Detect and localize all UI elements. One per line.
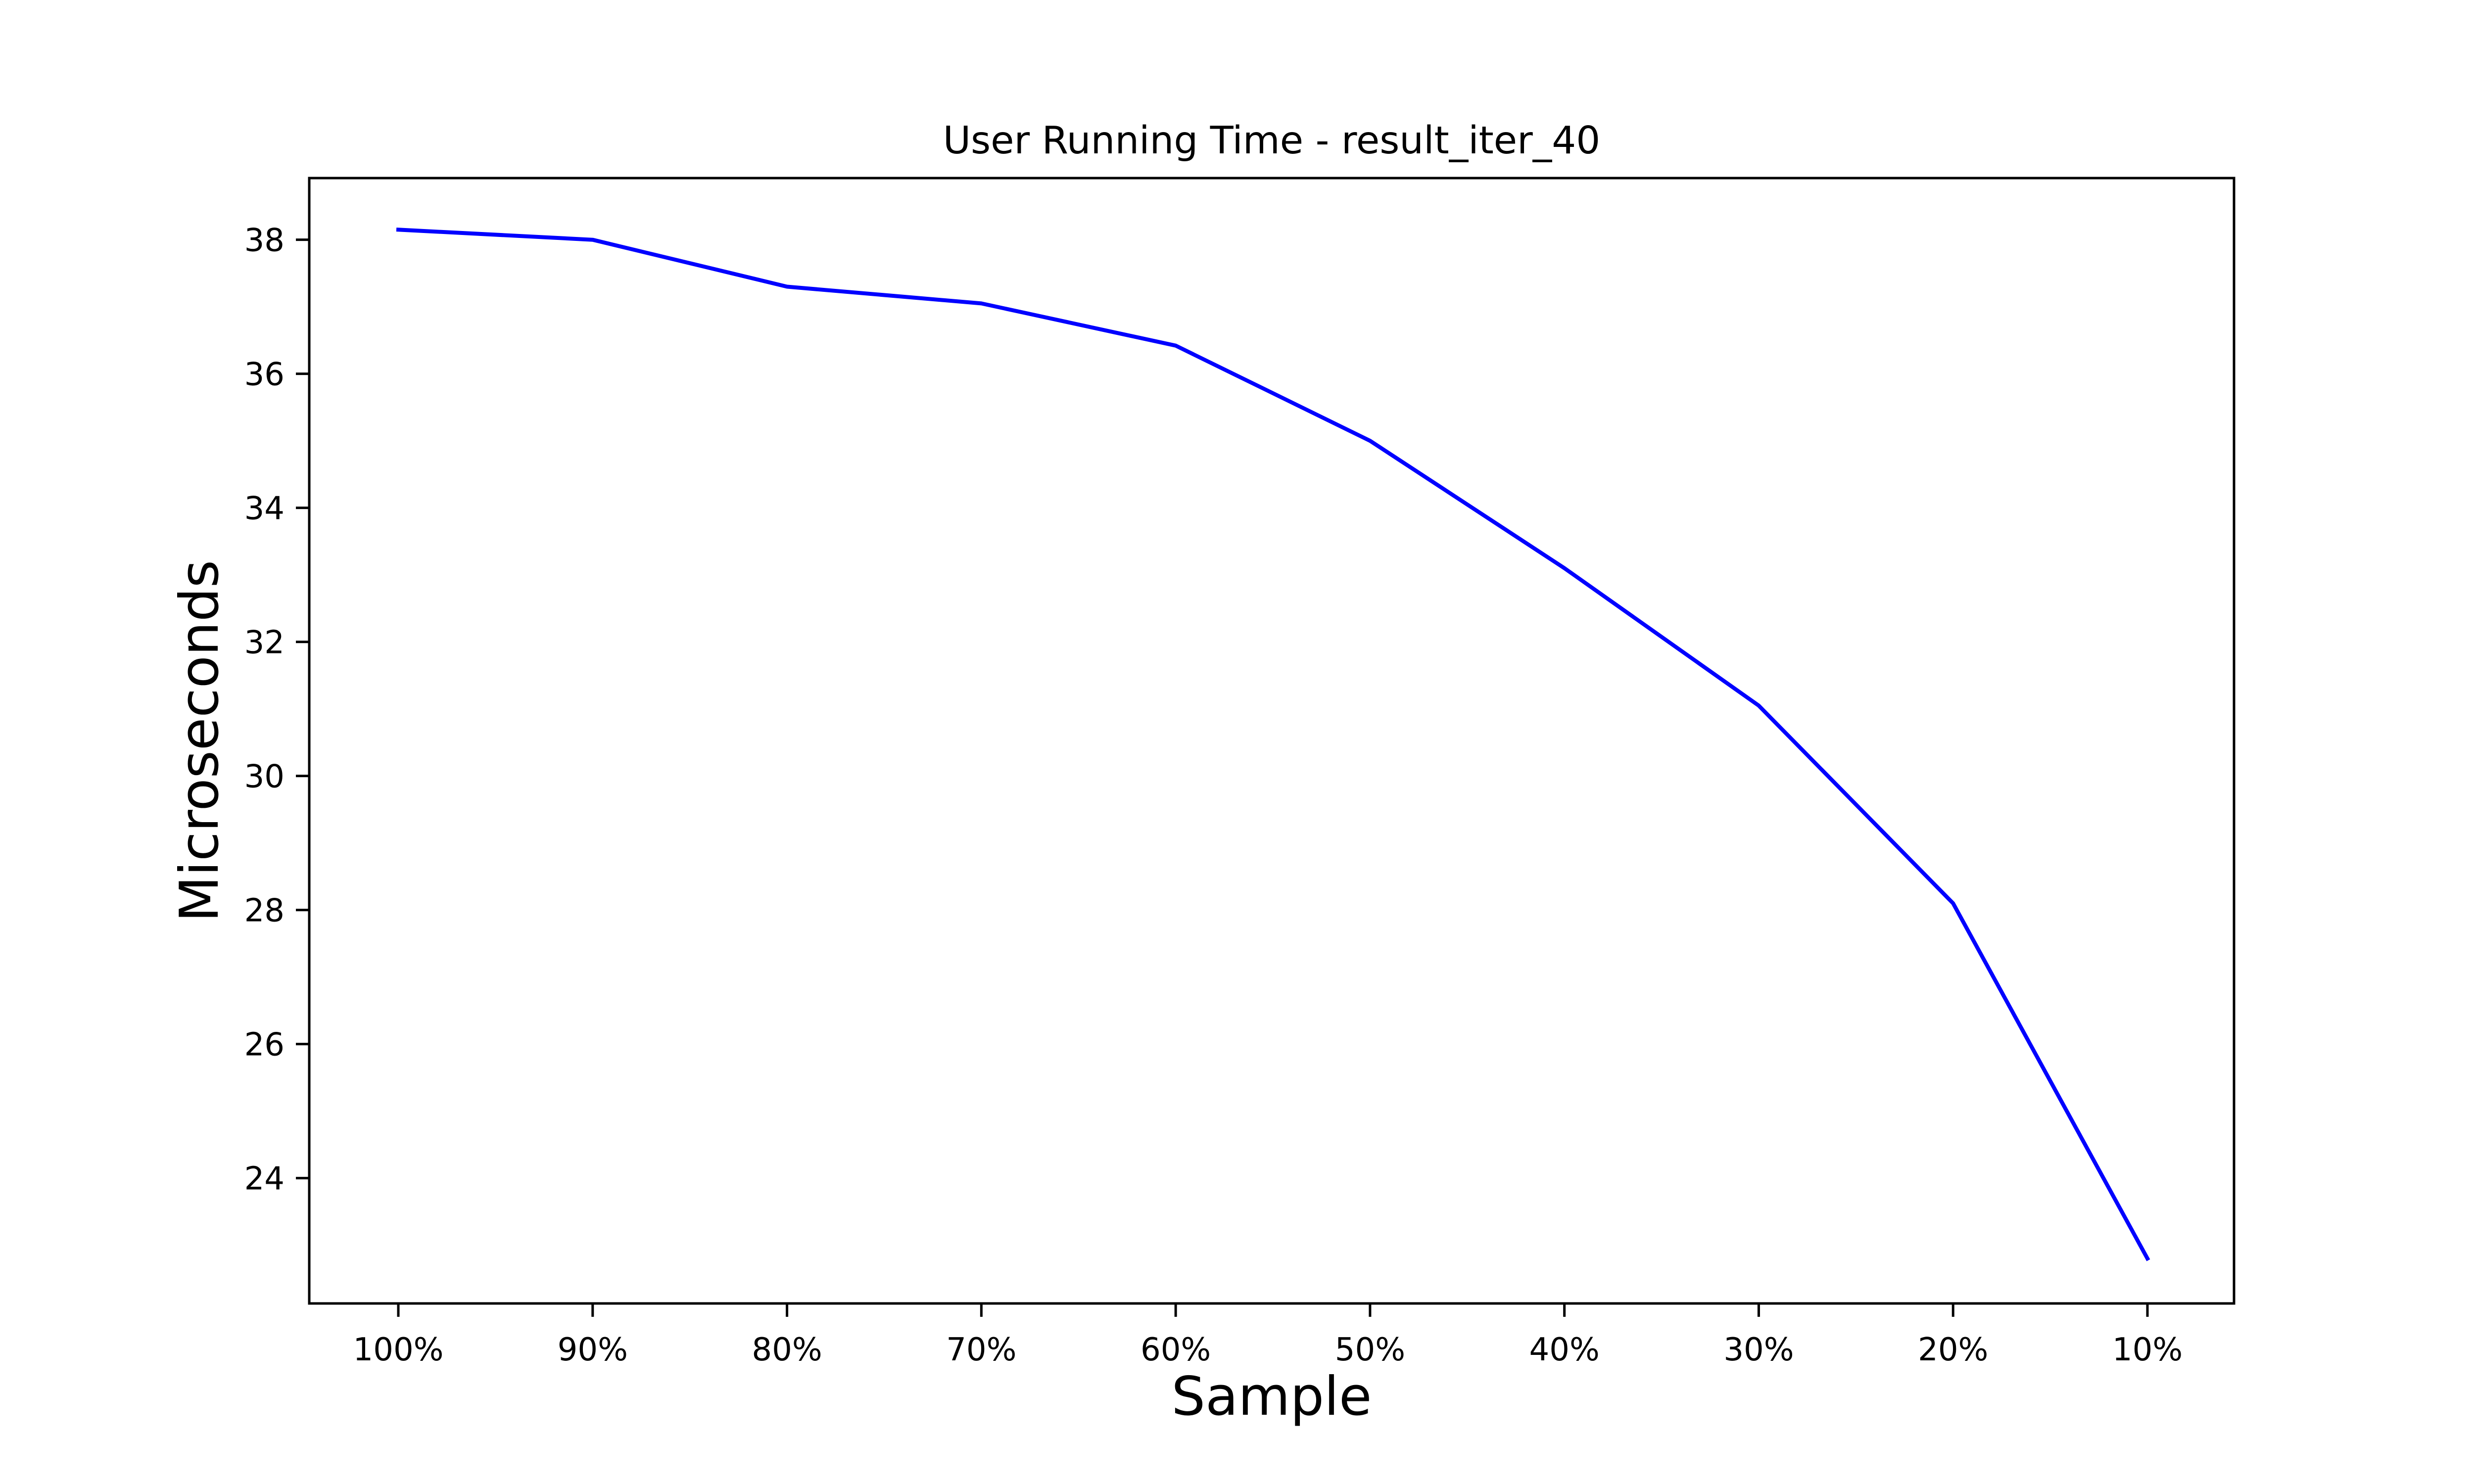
y-tick-label: 34: [244, 491, 285, 527]
x-tick-label: 20%: [1918, 1332, 1988, 1368]
x-tick-label: 40%: [1529, 1332, 1600, 1368]
x-tick-label: 30%: [1723, 1332, 1794, 1368]
x-axis-label: Sample: [1172, 1366, 1372, 1428]
x-tick-label: 10%: [2112, 1332, 2183, 1368]
y-tick-label: 38: [244, 223, 285, 259]
x-axis: 100% 90% 80% 70% 60% 50% 40% 30% 20% 10%: [353, 1303, 2183, 1368]
plot-area: [396, 228, 2150, 1261]
x-tick-label: 100%: [353, 1332, 444, 1368]
y-tick-label: 32: [244, 625, 285, 661]
chart-title: User Running Time - result_iter_40: [943, 119, 1601, 163]
series-line-1: [396, 228, 2150, 1261]
y-axis: 24 26 28 30 32 34 36 38: [244, 223, 309, 1198]
y-tick-label: 24: [244, 1161, 285, 1198]
x-tick-label: 70%: [946, 1332, 1016, 1368]
x-tick-label: 60%: [1141, 1332, 1211, 1368]
y-tick-label: 26: [244, 1027, 285, 1064]
y-tick-label: 28: [244, 893, 285, 929]
y-tick-label: 30: [244, 759, 285, 795]
x-tick-label: 50%: [1335, 1332, 1405, 1368]
y-tick-label: 36: [244, 357, 285, 393]
y-axis-label: Microseconds: [169, 560, 231, 922]
plot-frame: [308, 177, 2236, 1305]
x-tick-label: 80%: [752, 1332, 822, 1368]
x-tick-label: 90%: [558, 1332, 628, 1368]
